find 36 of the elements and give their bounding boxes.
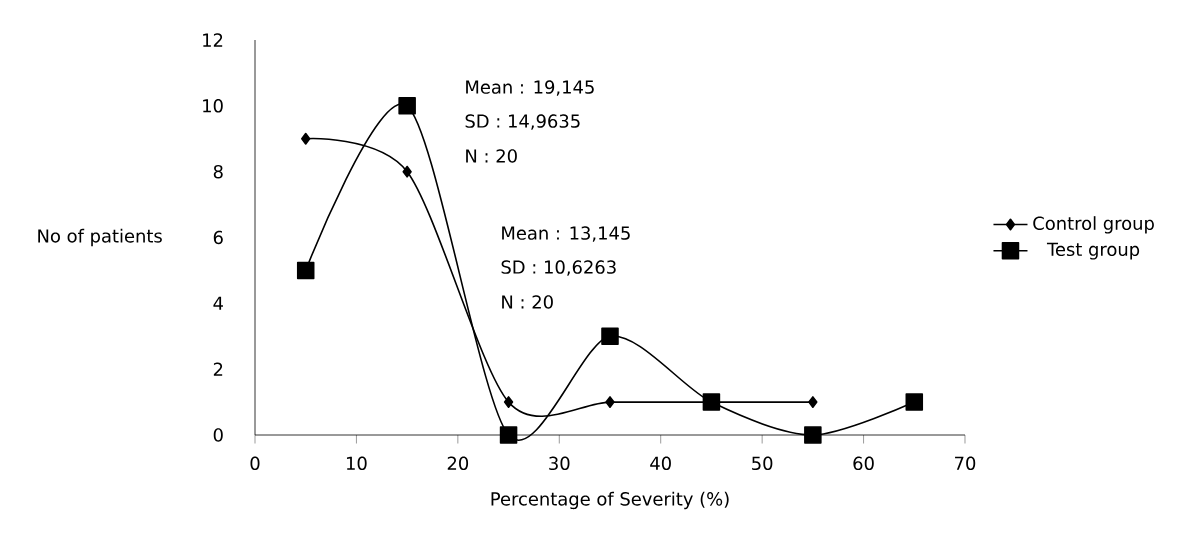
annotation: SD : 10,6263 bbox=[501, 260, 616, 276]
annotation: N : 20 bbox=[502, 295, 553, 309]
point bbox=[808, 396, 818, 409]
point bbox=[605, 396, 615, 409]
x-tick-label: 20 bbox=[447, 456, 469, 471]
legend-label: Control group bbox=[1033, 216, 1154, 234]
point bbox=[499, 426, 518, 444]
y-tick-label: 0 bbox=[213, 428, 223, 442]
legend-label: Test group bbox=[1046, 242, 1140, 260]
y-tick-label: 4 bbox=[213, 296, 223, 310]
point bbox=[503, 396, 514, 409]
point bbox=[398, 97, 416, 115]
y-tick-label: 2 bbox=[213, 362, 223, 376]
y-tick-label: 8 bbox=[213, 164, 223, 179]
x-tick-label: 10 bbox=[346, 456, 367, 471]
point bbox=[804, 426, 822, 444]
annotation: Mean : 13,145 bbox=[502, 226, 630, 242]
x-tick-label: 70 bbox=[955, 456, 976, 471]
x-tick-label: 50 bbox=[752, 456, 773, 471]
annotation: SD : 14,9635 bbox=[465, 114, 580, 130]
annotation: Mean : 19,145 bbox=[466, 80, 594, 96]
point bbox=[905, 393, 924, 411]
y-tick-label: 6 bbox=[213, 230, 223, 245]
point bbox=[301, 132, 311, 145]
x-tick-label: 60 bbox=[853, 456, 874, 471]
point bbox=[601, 327, 619, 346]
y-tick-label: 10 bbox=[203, 99, 223, 113]
y-axis-title: No of patients bbox=[38, 228, 162, 247]
x-axis-title: Percentage of Severity (%) bbox=[491, 491, 729, 510]
point bbox=[402, 165, 412, 178]
x-tick-label: 30 bbox=[549, 456, 570, 471]
point bbox=[296, 261, 315, 280]
annotation: N : 20 bbox=[466, 149, 517, 163]
x-tick-label: 0 bbox=[250, 456, 260, 471]
x-tick-label: 40 bbox=[650, 456, 671, 471]
y-tick-label: 12 bbox=[203, 33, 223, 47]
